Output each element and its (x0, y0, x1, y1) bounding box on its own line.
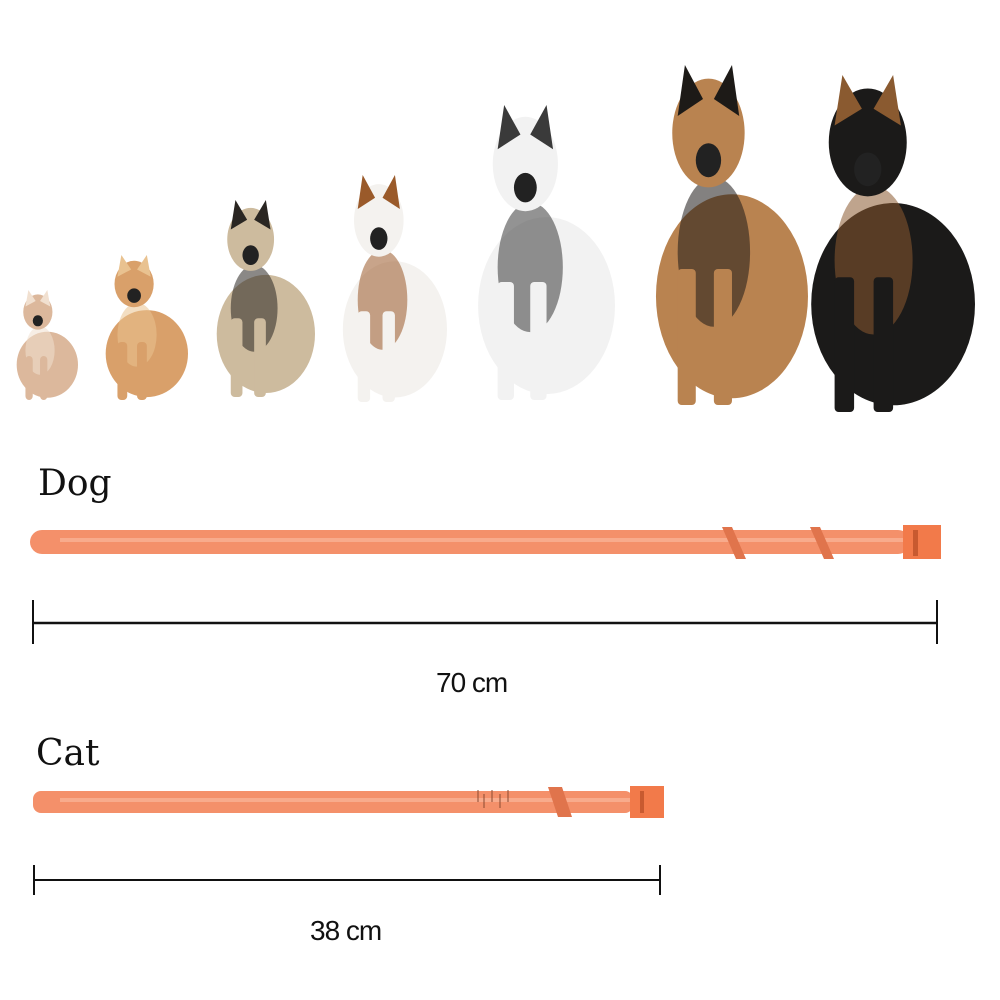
cat-collar-length: 38 cm (310, 915, 382, 946)
dog-chihuahua (16, 290, 78, 400)
dog-rottweiler (811, 75, 975, 412)
dog-size-lineup-image (16, 65, 975, 412)
dog-beagle (342, 175, 448, 402)
cat-collar-label: Cat (36, 733, 100, 774)
dog-german-shepherd (655, 65, 808, 405)
dog-pomeranian (105, 255, 188, 400)
dog-collar-length: 70 cm (436, 667, 508, 698)
dog-collar-label: Dog (38, 463, 112, 504)
dog-husky (478, 105, 615, 400)
dog-pug (216, 200, 315, 397)
dog-collar-image (30, 525, 941, 559)
cat-length-rule (33, 865, 661, 895)
cat-collar-image (33, 786, 664, 818)
dog-length-rule (32, 600, 938, 644)
